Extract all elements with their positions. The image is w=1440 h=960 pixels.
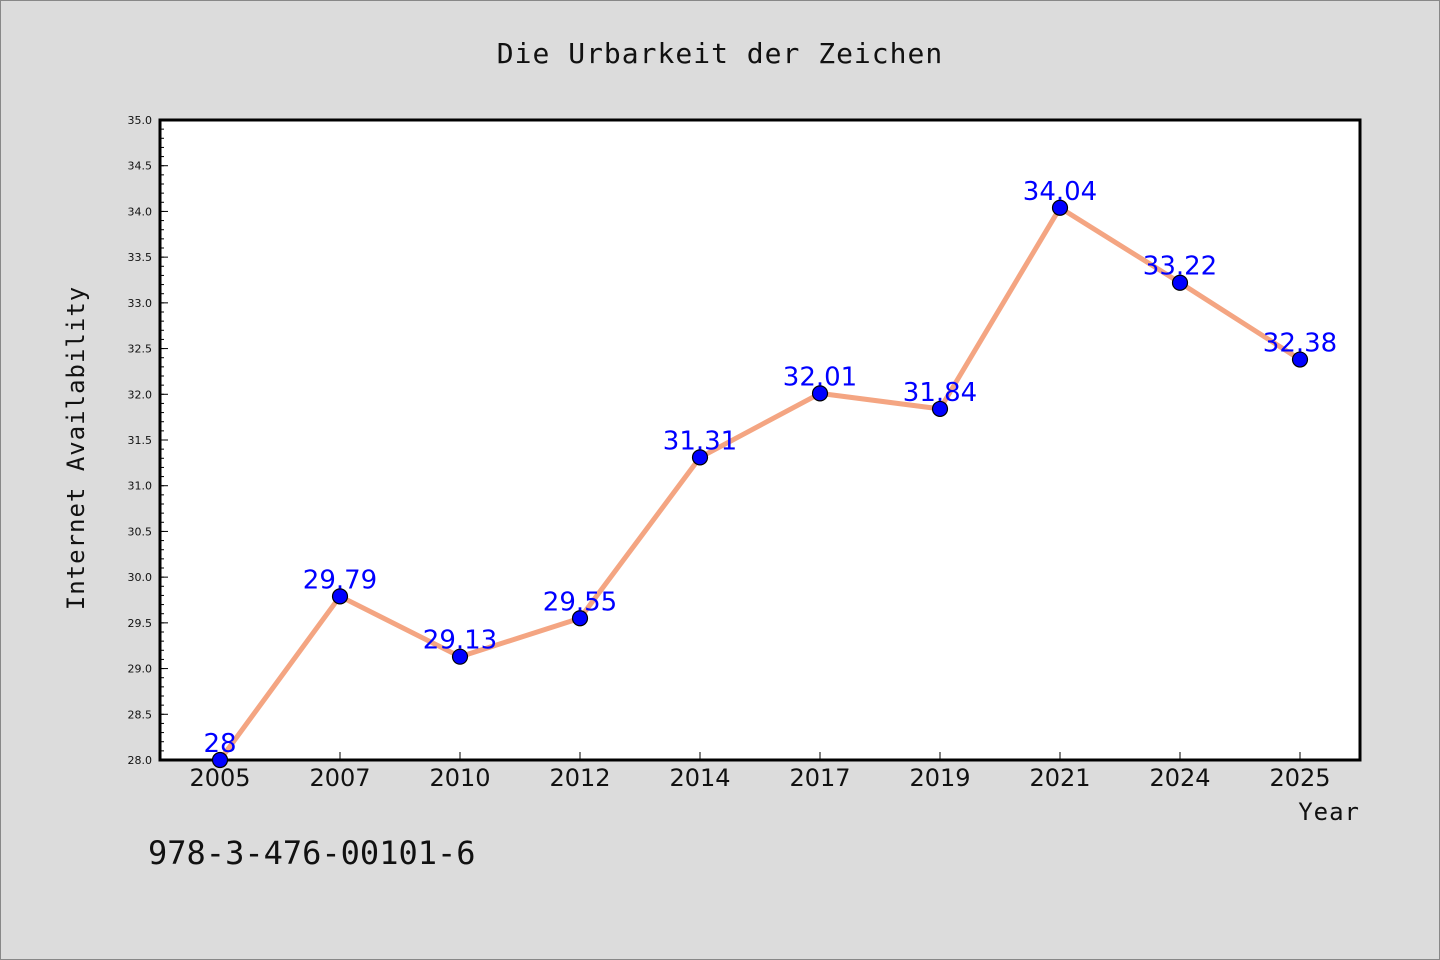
y-axis-label: Internet Availability xyxy=(62,286,90,610)
y-tick-label: 30.0 xyxy=(128,571,153,584)
data-point xyxy=(1051,199,1069,216)
data-label: 32.01 xyxy=(783,362,857,392)
y-tick-label: 30.5 xyxy=(128,525,153,538)
data-label: 31.84 xyxy=(903,378,977,408)
data-label: 29.55 xyxy=(543,587,617,617)
footnote-isbn: 978-3-476-00101-6 xyxy=(148,834,476,872)
series-group xyxy=(211,199,1309,769)
data-label: 29.79 xyxy=(303,565,377,595)
series-line xyxy=(217,205,1303,763)
x-tick-label: 2019 xyxy=(909,764,970,792)
y-tick-label: 29.5 xyxy=(128,617,153,630)
y-tick-label: 34.0 xyxy=(128,205,153,218)
x-tick-label: 2007 xyxy=(309,764,370,792)
plot-area xyxy=(158,118,1362,762)
data-labels: 28 29.79 29.13 29.55 31.31 32.01 31.84 34.04 33.… xyxy=(203,177,1337,759)
y-tick-label: 33.5 xyxy=(128,251,153,264)
y-tick-label: 34.5 xyxy=(128,160,153,173)
y-tick-label: 35.0 xyxy=(128,114,153,127)
data-point xyxy=(1291,351,1309,368)
chart-title: Die Urbarkeit der Zeichen xyxy=(497,37,943,70)
data-point xyxy=(1171,274,1189,291)
data-point xyxy=(811,385,829,402)
x-tick-label: 2014 xyxy=(669,764,730,792)
x-tick-label: 2005 xyxy=(189,764,250,792)
data-label: 32.38 xyxy=(1263,329,1337,359)
data-label: 31.31 xyxy=(663,426,737,456)
data-label: 28 xyxy=(203,729,236,759)
data-point xyxy=(691,449,709,466)
y-tick-label: 31.0 xyxy=(128,480,153,493)
x-tick-label: 2024 xyxy=(1149,764,1210,792)
data-point xyxy=(931,400,949,418)
data-point xyxy=(451,648,469,665)
y-tick-label: 32.5 xyxy=(128,343,153,356)
y-tick-label: 32.0 xyxy=(128,388,153,401)
y-tick-label: 28.0 xyxy=(128,754,153,767)
data-label: 34.04 xyxy=(1023,177,1097,207)
y-tick-label: 28.5 xyxy=(128,708,153,721)
y-tick-label: 29.0 xyxy=(128,663,153,676)
data-label: 33.22 xyxy=(1143,252,1217,282)
x-tick-label: 2012 xyxy=(549,764,610,792)
data-label: 29.13 xyxy=(423,626,497,656)
data-point xyxy=(571,610,589,627)
y-tick-label: 31.5 xyxy=(128,434,153,447)
data-point xyxy=(331,588,349,605)
x-tick-label: 2025 xyxy=(1269,764,1330,792)
x-tick-label: 2010 xyxy=(429,764,490,792)
y-axis: 28.0 28.5 29.0 29.5 30.0 30.5 31.0 31.5 32.0 32.5… xyxy=(128,114,168,767)
x-axis-label: Year xyxy=(1298,798,1360,826)
x-tick-label: 2021 xyxy=(1029,764,1090,792)
data-point xyxy=(211,751,229,769)
y-tick-label: 33.0 xyxy=(128,297,153,310)
x-tick-label: 2017 xyxy=(789,764,850,792)
x-axis: 2005 2007 2010 2012 2014 2017 2019 2021 2024 2025 xyxy=(189,752,1331,792)
